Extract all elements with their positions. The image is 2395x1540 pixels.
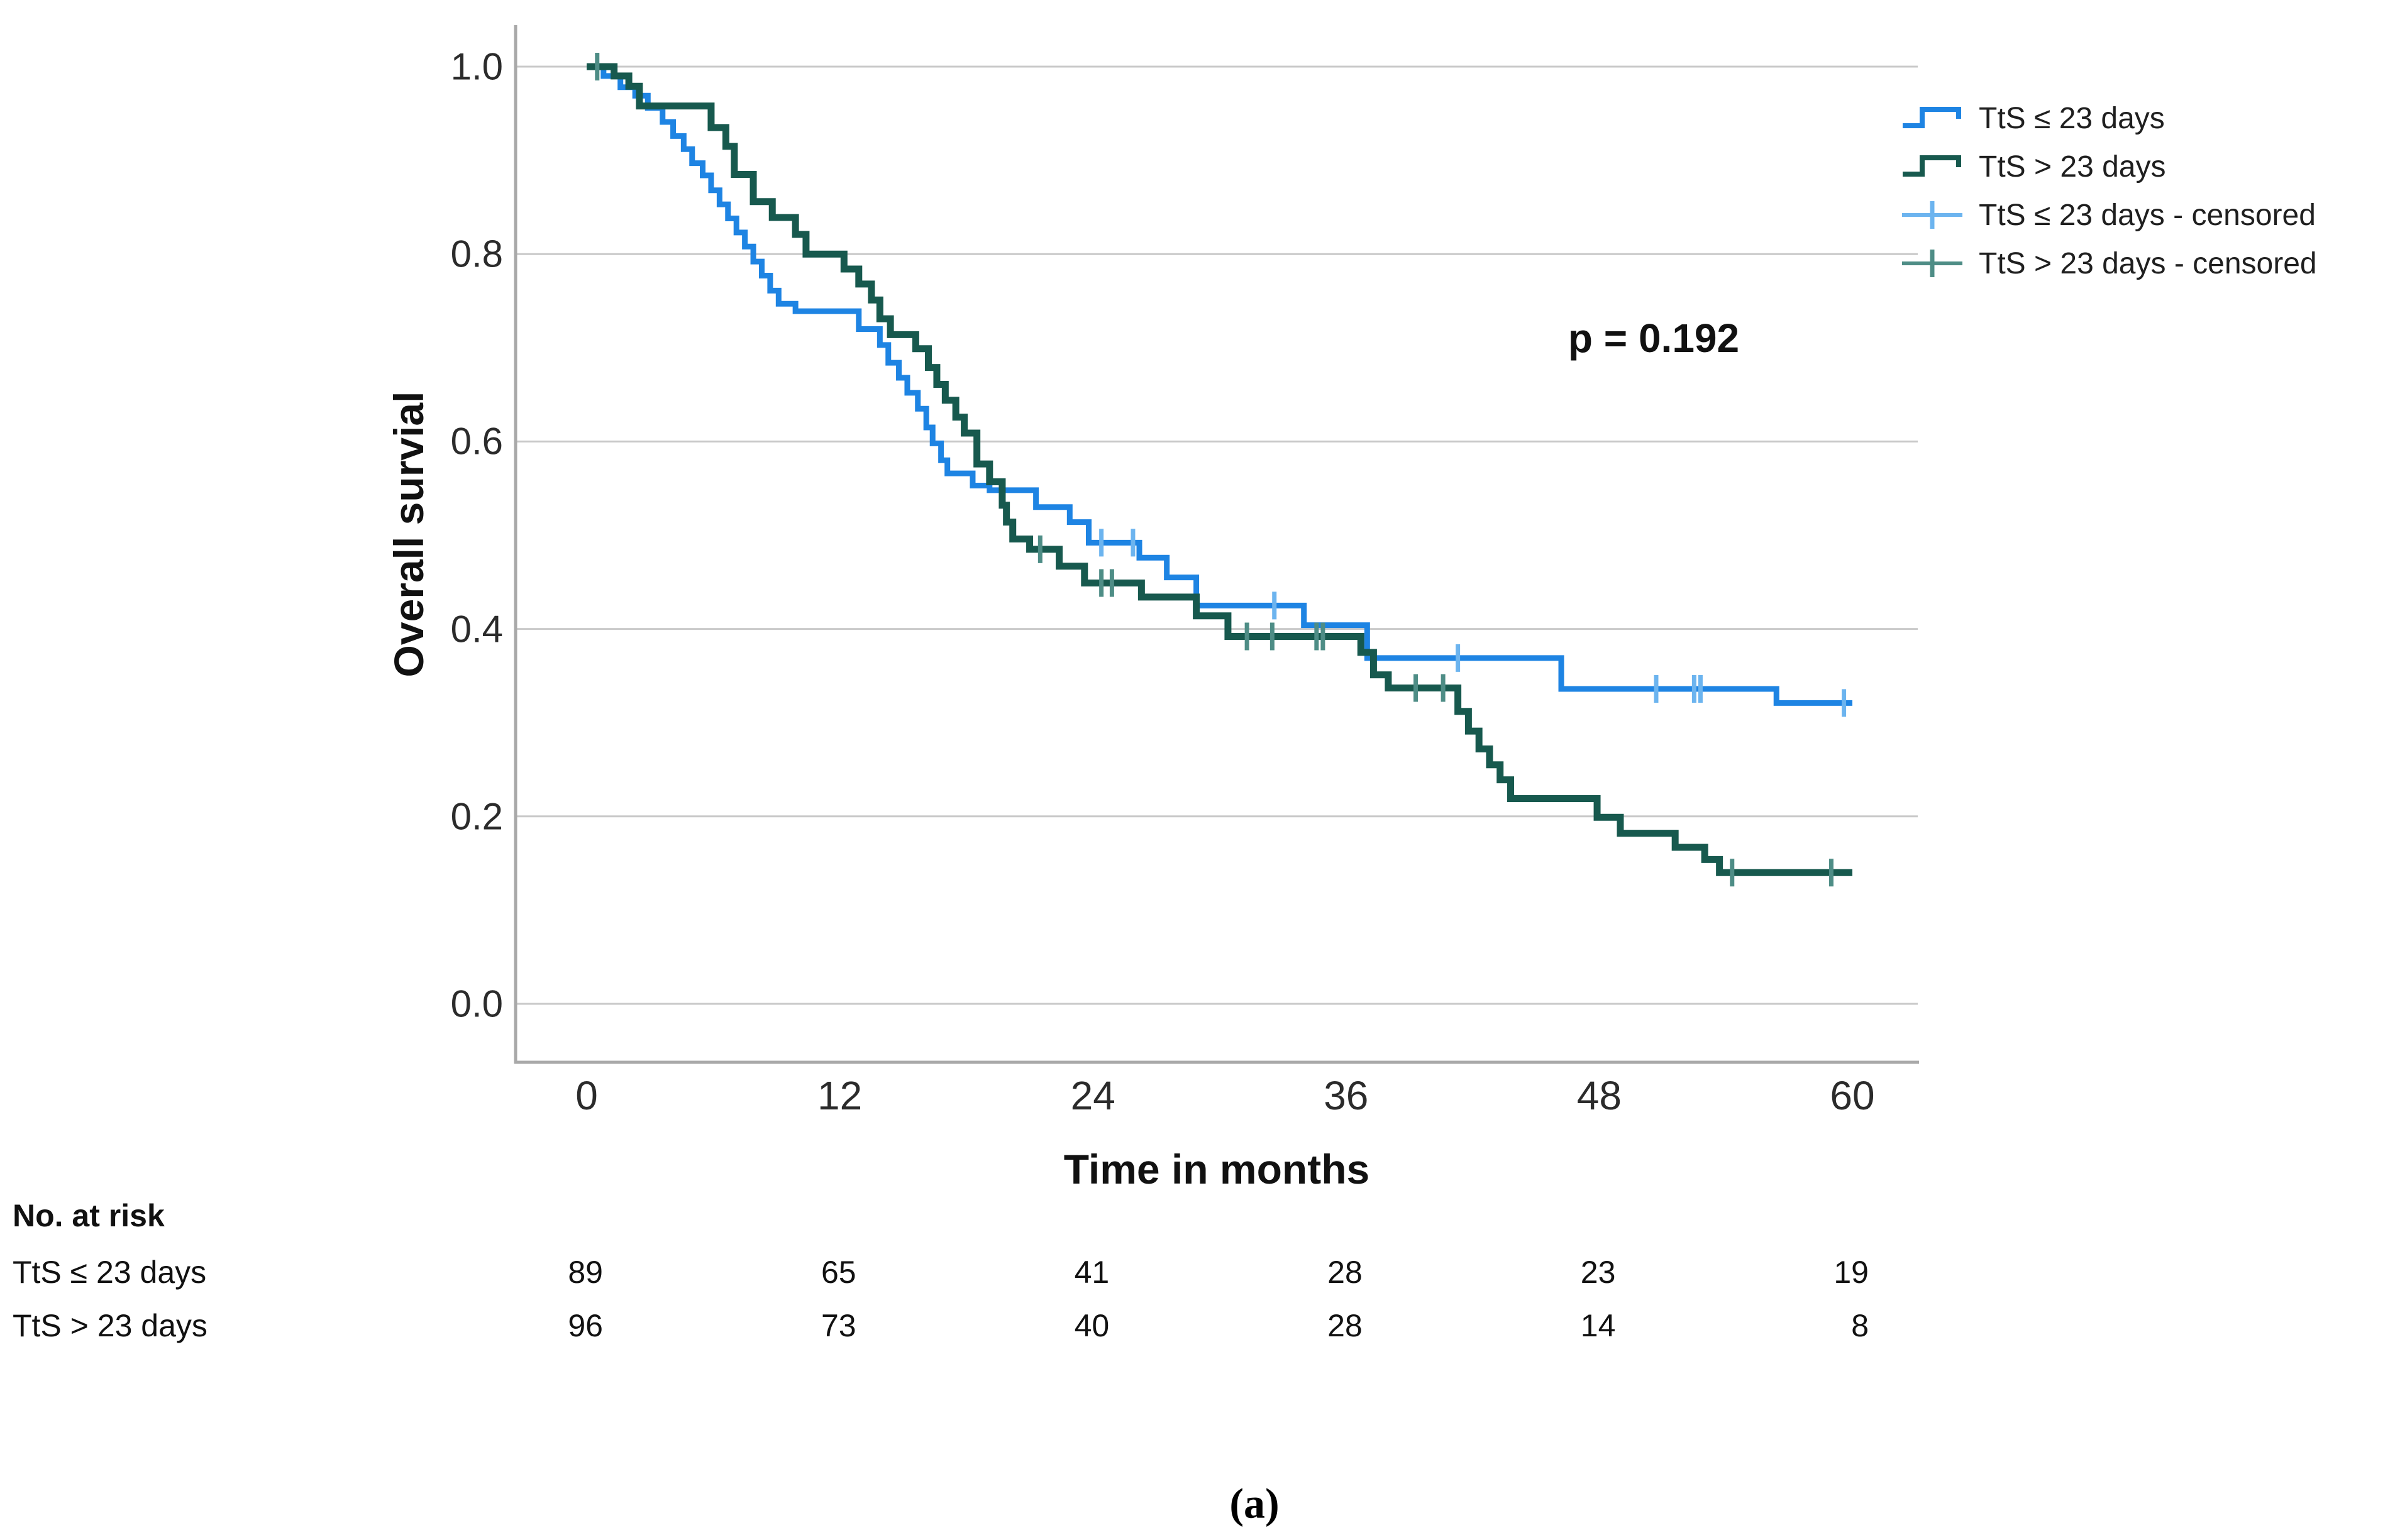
p-value-annotation: p = 0.192 — [1568, 316, 1740, 361]
x-tick-label: 24 — [1070, 1073, 1115, 1118]
y-tick-label: 0.6 — [450, 420, 503, 463]
legend-item-label: TtS > 23 days — [1979, 150, 2166, 184]
y-tick-label: 0.4 — [450, 608, 503, 651]
x-tick-label: 12 — [817, 1073, 863, 1118]
risk-table-header: No. at risk — [13, 1198, 165, 1233]
legend-item: TtS > 23 days - censored — [1901, 246, 2317, 281]
censor-plus-icon — [1902, 250, 1962, 277]
risk-count: 89 — [568, 1255, 603, 1290]
risk-count: 40 — [1074, 1308, 1110, 1343]
legend-item: TtS ≤ 23 days - censored — [1901, 197, 2316, 233]
y-tick-label: 1.0 — [450, 45, 503, 88]
risk-row-label: TtS ≤ 23 days — [13, 1255, 207, 1290]
risk-count: 8 — [1851, 1308, 1869, 1343]
risk-row-label: TtS > 23 days — [13, 1308, 207, 1343]
subfigure-label: (a) — [1229, 1479, 1280, 1527]
survival-curve — [587, 63, 1852, 876]
legend-item: TtS ≤ 23 days — [1901, 101, 2165, 136]
risk-count: 41 — [1074, 1255, 1110, 1290]
risk-count: 28 — [1327, 1308, 1363, 1343]
legend-item-label: TtS ≤ 23 days - censored — [1979, 198, 2316, 232]
x-tick-label: 48 — [1576, 1073, 1622, 1118]
y-tick-label: 0.2 — [450, 795, 503, 838]
risk-count: 73 — [821, 1308, 856, 1343]
risk-count: 19 — [1834, 1255, 1869, 1290]
risk-count: 96 — [568, 1308, 603, 1343]
x-tick-label: 36 — [1324, 1073, 1369, 1118]
step-line-icon — [1903, 155, 1961, 177]
x-axis-title: Time in months — [1063, 1146, 1370, 1192]
risk-count: 23 — [1580, 1255, 1616, 1290]
risk-count: 28 — [1327, 1255, 1363, 1290]
censor-plus-icon — [1902, 201, 1962, 229]
legend-item-label: TtS > 23 days - censored — [1979, 246, 2317, 280]
risk-count: 65 — [821, 1255, 856, 1290]
y-tick-label: 0.0 — [450, 982, 503, 1025]
y-tick-label: 0.8 — [450, 233, 503, 275]
legend-item: TtS > 23 days — [1901, 149, 2166, 184]
step-line-icon — [1903, 107, 1961, 128]
x-tick-label: 0 — [575, 1073, 598, 1118]
survival-curve — [587, 63, 1852, 706]
risk-count: 14 — [1580, 1308, 1616, 1343]
legend-item-label: TtS ≤ 23 days — [1979, 101, 2165, 135]
x-tick-label: 60 — [1830, 1073, 1875, 1118]
